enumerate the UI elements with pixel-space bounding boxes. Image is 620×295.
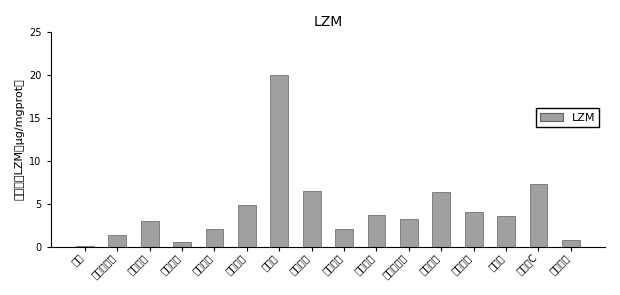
Bar [368, 215, 386, 247]
Bar [562, 240, 580, 247]
Title: LZM: LZM [313, 15, 342, 29]
Bar [335, 230, 353, 247]
Bar [529, 184, 547, 247]
Bar [141, 221, 159, 247]
Bar [76, 246, 94, 247]
Bar [465, 212, 482, 247]
Bar [205, 230, 223, 247]
Bar [497, 216, 515, 247]
Y-axis label: 溶菌酶（LZM，μg/mgprot）: 溶菌酶（LZM，μg/mgprot） [15, 78, 25, 200]
Bar [303, 191, 321, 247]
Bar [238, 205, 255, 247]
Bar [400, 219, 418, 247]
Legend: LZM: LZM [536, 108, 600, 127]
Bar [270, 75, 288, 247]
Bar [173, 242, 191, 247]
Bar [432, 192, 450, 247]
Bar [108, 235, 126, 247]
